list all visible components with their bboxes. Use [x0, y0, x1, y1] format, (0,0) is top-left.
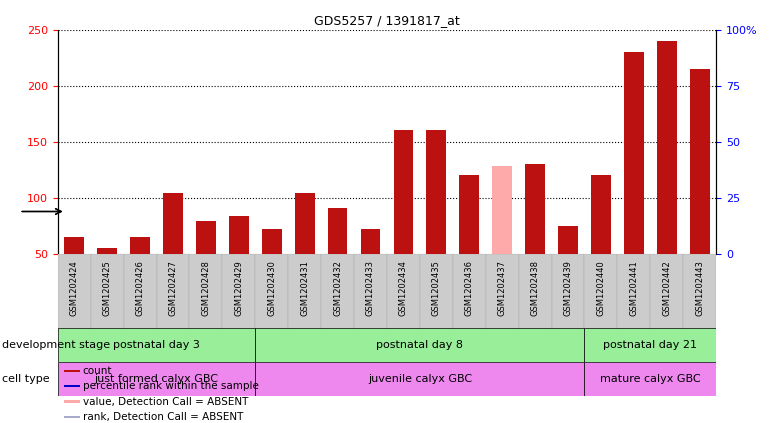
- Text: mature calyx GBC: mature calyx GBC: [600, 374, 701, 384]
- Text: GSM1202430: GSM1202430: [267, 260, 276, 316]
- Text: percentile rank within the sample: percentile rank within the sample: [82, 381, 259, 391]
- Bar: [591, 175, 611, 254]
- Text: postnatal day 21: postnatal day 21: [603, 340, 698, 350]
- Text: GSM1202427: GSM1202427: [169, 260, 177, 316]
- Bar: [584, 328, 716, 362]
- Bar: [486, 254, 519, 330]
- Text: GSM1202424: GSM1202424: [70, 260, 79, 316]
- Text: GSM1202425: GSM1202425: [102, 260, 112, 316]
- Bar: [354, 254, 387, 330]
- Text: value, Detection Call = ABSENT: value, Detection Call = ABSENT: [82, 396, 248, 407]
- Bar: [156, 254, 189, 330]
- Text: GSM1202429: GSM1202429: [234, 260, 243, 316]
- Bar: [360, 229, 380, 254]
- Bar: [584, 254, 618, 330]
- Text: development stage: development stage: [2, 340, 109, 350]
- Bar: [558, 226, 578, 254]
- Bar: [460, 175, 479, 254]
- Bar: [256, 362, 584, 396]
- Bar: [525, 164, 545, 254]
- Bar: [519, 254, 551, 330]
- Bar: [262, 229, 282, 254]
- Bar: [328, 208, 347, 254]
- Text: GSM1202438: GSM1202438: [531, 260, 540, 316]
- Text: just formed calyx GBC: just formed calyx GBC: [95, 374, 219, 384]
- Bar: [387, 254, 420, 330]
- Bar: [295, 193, 314, 254]
- Bar: [130, 237, 150, 254]
- Bar: [618, 254, 651, 330]
- Bar: [189, 254, 223, 330]
- Bar: [427, 130, 446, 254]
- Bar: [58, 362, 256, 396]
- Bar: [683, 254, 716, 330]
- Bar: [65, 400, 80, 403]
- Text: GSM1202440: GSM1202440: [597, 260, 605, 316]
- Text: juvenile calyx GBC: juvenile calyx GBC: [368, 374, 472, 384]
- Text: GSM1202443: GSM1202443: [695, 260, 704, 316]
- Text: postnatal day 3: postnatal day 3: [113, 340, 200, 350]
- Text: GSM1202441: GSM1202441: [629, 260, 638, 316]
- Bar: [123, 254, 156, 330]
- Bar: [163, 193, 182, 254]
- Bar: [624, 52, 644, 254]
- Text: GSM1202431: GSM1202431: [300, 260, 309, 316]
- Text: GSM1202432: GSM1202432: [333, 260, 342, 316]
- Bar: [65, 416, 80, 418]
- Text: GSM1202426: GSM1202426: [136, 260, 145, 316]
- Bar: [288, 254, 321, 330]
- Bar: [420, 254, 453, 330]
- Bar: [492, 166, 512, 254]
- Text: postnatal day 8: postnatal day 8: [377, 340, 464, 350]
- Text: GSM1202442: GSM1202442: [662, 260, 671, 316]
- Bar: [690, 69, 709, 254]
- Bar: [657, 41, 677, 254]
- Text: GSM1202437: GSM1202437: [497, 260, 507, 316]
- Bar: [453, 254, 486, 330]
- Bar: [651, 254, 683, 330]
- Bar: [65, 370, 80, 372]
- Title: GDS5257 / 1391817_at: GDS5257 / 1391817_at: [314, 14, 460, 27]
- Bar: [65, 385, 80, 387]
- Bar: [196, 221, 216, 254]
- Bar: [65, 237, 84, 254]
- Bar: [229, 216, 249, 254]
- Text: rank, Detection Call = ABSENT: rank, Detection Call = ABSENT: [82, 412, 243, 422]
- Text: GSM1202439: GSM1202439: [564, 260, 572, 316]
- Text: GSM1202428: GSM1202428: [202, 260, 210, 316]
- Text: count: count: [82, 366, 112, 376]
- Bar: [393, 130, 413, 254]
- Bar: [551, 254, 584, 330]
- Text: GSM1202436: GSM1202436: [465, 260, 474, 316]
- Bar: [223, 254, 256, 330]
- Bar: [256, 254, 288, 330]
- Bar: [58, 254, 91, 330]
- Text: cell type: cell type: [2, 374, 49, 384]
- Bar: [584, 362, 716, 396]
- Bar: [321, 254, 354, 330]
- Text: GSM1202435: GSM1202435: [432, 260, 440, 316]
- Bar: [91, 254, 124, 330]
- Text: GSM1202434: GSM1202434: [399, 260, 408, 316]
- Bar: [97, 248, 117, 254]
- Text: GSM1202433: GSM1202433: [366, 260, 375, 316]
- Bar: [256, 328, 584, 362]
- Bar: [58, 328, 256, 362]
